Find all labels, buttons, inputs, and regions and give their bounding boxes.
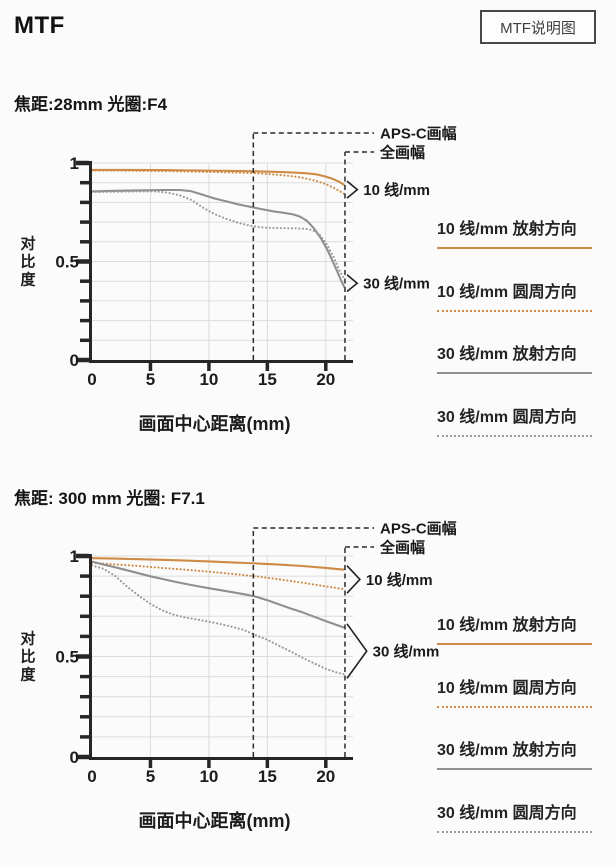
- mtf-curve: [90, 564, 346, 676]
- x-axis-title: 画面中心距离(mm): [139, 810, 291, 831]
- frame-marker-label: 全画幅: [379, 539, 425, 557]
- bracket-label: 10 线/mm: [363, 181, 430, 199]
- legend-item-label: 10 线/mm 圆周方向: [437, 679, 577, 697]
- legend-item-label: 10 线/mm 圆周方向: [437, 283, 577, 301]
- legend-item-label: 30 线/mm 圆周方向: [437, 804, 577, 822]
- y-axis-title-char: 比: [20, 253, 35, 271]
- legend-item: 30 线/mm 圆周方向: [437, 407, 592, 437]
- y-tick-label: 0: [70, 351, 79, 370]
- page-title: MTF: [14, 12, 65, 39]
- bracket: [346, 274, 359, 293]
- y-axis-title-char: 比: [20, 648, 35, 666]
- legend-item-label: 30 线/mm 放射方向: [437, 346, 577, 363]
- mtf-curve: [90, 561, 346, 591]
- x-axis-title: 画面中心距离(mm): [139, 413, 291, 434]
- legend-item-label: 30 线/mm 放射方向: [437, 742, 577, 759]
- legend-item-label: 10 线/mm 放射方向: [437, 221, 577, 238]
- x-tick-label: 0: [87, 370, 96, 389]
- x-tick-label: 20: [316, 370, 335, 389]
- chart-1-title: 焦距:28mm 光圈:F4: [14, 95, 168, 114]
- legend-line-sample: [437, 830, 592, 833]
- frame-marker-label: APS-C画幅: [380, 125, 457, 143]
- y-tick-label: 1: [70, 547, 79, 566]
- legend-line-sample: [437, 247, 592, 249]
- legend-item: 30 线/mm 圆周方向: [437, 803, 592, 833]
- x-tick-label: 15: [258, 767, 277, 786]
- bracket-label: 10 线/mm: [366, 571, 433, 589]
- y-axis-title-char: 度: [20, 666, 36, 684]
- y-axis-title-char: 度: [20, 271, 36, 289]
- mtf-guide-button[interactable]: MTF说明图: [480, 10, 596, 44]
- chart-2-title: 焦距: 300 mm 光圈: F7.1: [14, 489, 205, 508]
- bracket-label: 30 线/mm: [363, 275, 430, 293]
- y-tick-label: 0: [70, 748, 79, 767]
- legend-line-sample: [437, 768, 592, 770]
- legend-item: 30 线/mm 放射方向: [437, 344, 592, 374]
- mtf-page: { "header": { "title": "MTF", "button_la…: [14, 10, 596, 833]
- legend-item: 10 线/mm 放射方向: [437, 615, 592, 645]
- legend-item: 10 线/mm 放射方向: [437, 219, 592, 249]
- legend-item-label: 10 线/mm 放射方向: [437, 617, 577, 634]
- legend-item-label: 30 线/mm 圆周方向: [437, 408, 577, 426]
- x-tick-label: 0: [87, 767, 96, 786]
- y-tick-label: 1: [70, 154, 79, 173]
- mtf-curve: [91, 557, 345, 571]
- legend-item: 10 线/mm 圆周方向: [437, 678, 592, 708]
- x-tick-label: 10: [199, 370, 218, 389]
- mtf-curve: [91, 188, 346, 288]
- x-tick-label: 15: [258, 370, 277, 389]
- legend-item: 10 线/mm 圆周方向: [437, 282, 592, 312]
- bracket: [346, 565, 361, 594]
- legend-line-sample: [437, 705, 592, 708]
- x-tick-label: 10: [199, 767, 218, 786]
- frame-marker-label: APS-C画幅: [380, 520, 457, 538]
- chart-1-legend: 10 线/mm 放射方向 10 线/mm 圆周方向 30 线/mm 放射方向 30 线…: [437, 219, 592, 469]
- x-tick-label: 20: [316, 767, 335, 786]
- y-axis-title-char: 对: [20, 630, 35, 648]
- frame-marker-label: 全画幅: [379, 144, 425, 162]
- mtf-curve: [91, 560, 345, 629]
- x-tick-label: 5: [146, 767, 155, 786]
- legend-item: 30 线/mm 放射方向: [437, 740, 592, 770]
- y-tick-label: 0.5: [55, 648, 79, 667]
- mtf-curve: [90, 190, 346, 280]
- bracket: [346, 623, 368, 679]
- y-axis-title-char: 对: [20, 235, 35, 253]
- x-tick-label: 5: [146, 370, 155, 389]
- legend-line-sample: [437, 643, 592, 645]
- y-tick-label: 0.5: [55, 253, 79, 272]
- bracket: [346, 180, 359, 199]
- mtf-curve: [92, 168, 346, 186]
- bracket-label: 30 线/mm: [373, 643, 440, 661]
- legend-line-sample: [437, 309, 592, 312]
- legend-line-sample: [437, 434, 592, 437]
- chart-2-legend: 10 线/mm 放射方向 10 线/mm 圆周方向 30 线/mm 放射方向 30 线…: [437, 615, 592, 865]
- mtf-curve: [90, 169, 346, 196]
- legend-line-sample: [437, 372, 592, 374]
